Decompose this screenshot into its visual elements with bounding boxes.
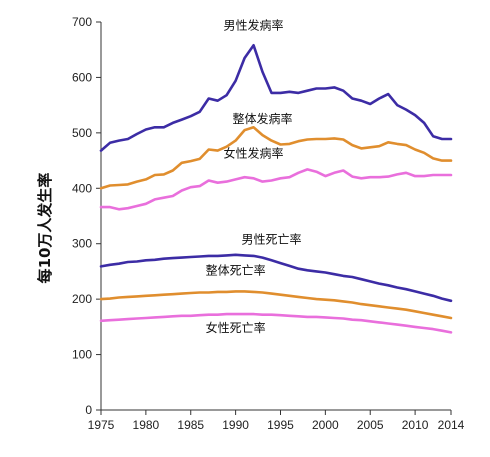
series-line-4 [99, 290, 453, 320]
x-tick-label: 2005 [357, 418, 384, 432]
series-label-3: 男性死亡率 [242, 231, 302, 246]
series-line-5 [99, 312, 453, 334]
y-tick-label: 0 [85, 403, 92, 417]
series-line-0 [99, 44, 453, 152]
y-tick-label: 100 [72, 348, 92, 362]
series-label-5: 女性死亡率 [206, 320, 266, 335]
x-tick-label: 2010 [402, 418, 429, 432]
x-tick-label: 1985 [177, 418, 204, 432]
y-tick-label: 200 [72, 292, 92, 306]
x-tick-label: 1990 [222, 418, 249, 432]
axes [100, 22, 451, 411]
x-tick-label: 1980 [133, 418, 160, 432]
series-label-2: 女性发病率 [224, 145, 284, 160]
x-tick-label: 1975 [88, 418, 115, 432]
y-axis-ticks: 0 100 200 300 400 500 600 700 [72, 15, 101, 417]
y-axis-label: 每10万人发生率 [36, 173, 54, 284]
y-tick-label: 500 [72, 126, 92, 140]
series-label-0: 男性发病率 [224, 17, 284, 32]
x-tick-label: 2000 [312, 418, 339, 432]
x-tick-label: 1995 [267, 418, 294, 432]
y-tick-label: 300 [72, 237, 92, 251]
y-tick-label: 700 [72, 15, 92, 29]
series-label-4: 整体死亡率 [206, 262, 266, 277]
x-tick-label: 2014 [438, 418, 465, 432]
series-label-1: 整体发病率 [233, 111, 293, 126]
y-tick-label: 600 [72, 70, 92, 84]
series-line-2 [99, 168, 453, 211]
x-axis-ticks: 1975 1980 1985 1990 1995 2000 2005 2010 2014 [88, 410, 465, 432]
series-line-1 [99, 126, 453, 190]
y-tick-label: 400 [72, 181, 92, 195]
series-line-3 [99, 253, 453, 303]
series-lines [99, 44, 453, 334]
